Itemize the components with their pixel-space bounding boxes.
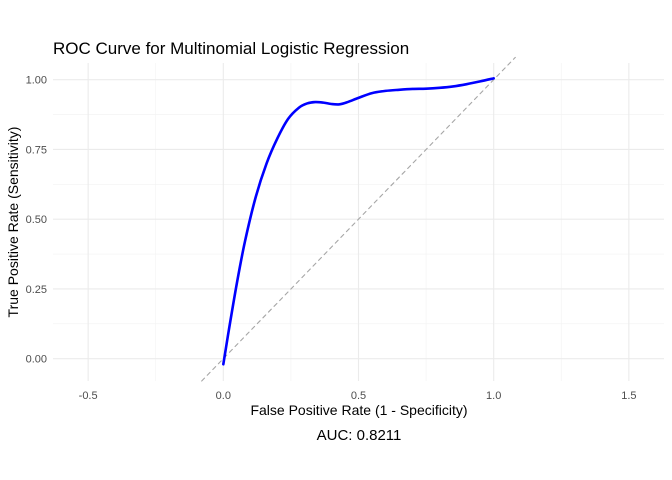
plot-lines [201, 56, 516, 382]
x-tick-label: 0.0 [216, 390, 231, 402]
roc-curve-line [222, 77, 495, 366]
y-tick-label: 0.00 [26, 354, 47, 366]
y-axis-title: True Positive Rate (Sensitivity) [5, 127, 21, 318]
x-tick-label: 1.5 [621, 390, 636, 402]
y-tick-label: 0.75 [26, 144, 47, 156]
x-tick-label: 1.0 [486, 390, 501, 402]
x-axis-ticks: -0.5 0.0 0.5 1.0 1.5 [79, 390, 637, 402]
diagonal-reference-line [201, 56, 516, 382]
grid [53, 63, 664, 381]
chart-title: ROC Curve for Multinomial Logistic Regre… [53, 39, 409, 58]
x-tick-label: 0.5 [351, 390, 366, 402]
y-axis-ticks: 0.00 0.25 0.50 0.75 1.00 [26, 75, 47, 366]
y-tick-label: 0.50 [26, 214, 47, 226]
x-tick-label: -0.5 [79, 390, 98, 402]
x-axis-title: False Positive Rate (1 - Specificity) [250, 402, 467, 418]
auc-caption: AUC: 0.8211 [317, 427, 402, 444]
y-tick-label: 0.25 [26, 284, 47, 296]
y-tick-label: 1.00 [26, 75, 47, 87]
